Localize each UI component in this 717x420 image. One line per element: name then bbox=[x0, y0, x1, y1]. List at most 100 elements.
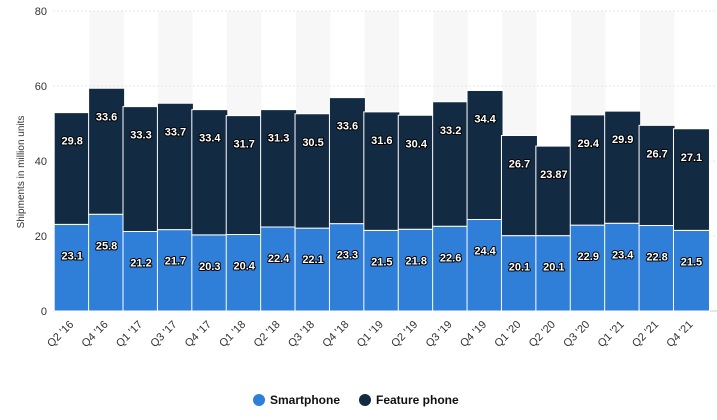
data-label: 33.6 bbox=[96, 111, 117, 123]
bar-feature-phone bbox=[500, 135, 538, 237]
data-label: 22.8 bbox=[646, 252, 667, 264]
data-label: 21.8 bbox=[406, 255, 427, 267]
bar-feature-phone bbox=[225, 115, 263, 235]
data-label: 21.5 bbox=[371, 256, 392, 268]
x-tick-label: Q2 '21 bbox=[630, 319, 661, 350]
data-label: 22.9 bbox=[578, 251, 599, 263]
legend-label[interactable]: Smartphone bbox=[270, 393, 340, 407]
data-label: 21.7 bbox=[165, 256, 186, 268]
bar-smartphone bbox=[260, 226, 298, 312]
y-tick-label: 20 bbox=[35, 231, 47, 243]
data-label: 23.4 bbox=[612, 249, 634, 261]
bar-smartphone bbox=[53, 223, 91, 312]
x-tick-label: Q3 '18 bbox=[286, 319, 317, 350]
bar-smartphone bbox=[328, 223, 366, 312]
data-label: 30.4 bbox=[406, 138, 428, 150]
data-label: 23.3 bbox=[337, 250, 358, 262]
data-label: 29.8 bbox=[61, 136, 82, 148]
data-label: 20.1 bbox=[509, 262, 530, 274]
data-label: 25.8 bbox=[96, 240, 117, 252]
data-label: 31.6 bbox=[371, 135, 392, 147]
data-label: 20.3 bbox=[199, 261, 220, 273]
bar-smartphone bbox=[638, 225, 676, 312]
x-tick-label: Q4 '17 bbox=[183, 319, 214, 350]
x-tick-label: Q1 '19 bbox=[355, 319, 386, 350]
bar-smartphone bbox=[122, 231, 160, 312]
bar-feature-phone bbox=[466, 90, 504, 220]
x-tick-label: Q4 '21 bbox=[664, 319, 695, 350]
y-tick-label: 80 bbox=[35, 6, 47, 18]
bar-smartphone bbox=[88, 213, 126, 312]
bar-smartphone bbox=[363, 229, 401, 312]
bars bbox=[53, 87, 710, 312]
data-label: 27.1 bbox=[681, 152, 702, 164]
bar-feature-phone bbox=[363, 111, 401, 231]
data-label: 34.4 bbox=[474, 114, 496, 126]
x-tick-label: Q1 '18 bbox=[217, 319, 248, 350]
data-label: 29.4 bbox=[578, 138, 600, 150]
bar-smartphone bbox=[466, 219, 504, 312]
data-label: 21.2 bbox=[130, 258, 151, 270]
data-label: 22.6 bbox=[440, 252, 461, 264]
data-label: 21.5 bbox=[681, 256, 702, 268]
data-label: 20.4 bbox=[234, 261, 256, 273]
legend-label[interactable]: Feature phone bbox=[376, 393, 459, 407]
bar-smartphone bbox=[397, 228, 435, 312]
data-label: 29.9 bbox=[612, 134, 633, 146]
data-label: 33.2 bbox=[440, 125, 461, 137]
data-label: 24.4 bbox=[474, 246, 496, 258]
x-tick-label: Q2 '16 bbox=[45, 319, 76, 350]
x-axis: Q2 '16 Q4 '16 Q1 '17 Q3 '17 Q4 '17 Q1 '18 Q2 '… bbox=[45, 319, 695, 350]
bar-smartphone bbox=[294, 227, 332, 312]
bar-feature-phone bbox=[88, 87, 126, 215]
bar-smartphone bbox=[569, 224, 607, 312]
data-label: 22.4 bbox=[268, 253, 290, 265]
x-tick-label: Q4 '19 bbox=[458, 319, 489, 350]
y-tick-label: 40 bbox=[35, 156, 47, 168]
data-label: 26.7 bbox=[646, 148, 667, 160]
bar-feature-phone bbox=[604, 110, 642, 224]
bar-feature-phone bbox=[191, 109, 229, 236]
data-label: 33.6 bbox=[337, 121, 358, 133]
bar-smartphone bbox=[225, 234, 263, 312]
bar-feature-phone bbox=[638, 124, 676, 226]
x-tick-label: Q4 '18 bbox=[320, 319, 351, 350]
data-label: 33.3 bbox=[130, 130, 151, 142]
bar-feature-phone bbox=[397, 114, 435, 230]
bar-smartphone bbox=[604, 222, 642, 312]
bar-smartphone bbox=[672, 229, 710, 312]
bar-smartphone bbox=[191, 234, 229, 312]
x-tick-label: Q1 '21 bbox=[596, 319, 627, 350]
data-label: 31.7 bbox=[234, 139, 255, 151]
data-label: 30.5 bbox=[302, 137, 323, 149]
y-tick-label: 0 bbox=[41, 306, 47, 318]
x-tick-label: Q2 '18 bbox=[252, 319, 283, 350]
legend-marker[interactable] bbox=[359, 394, 371, 406]
bar-feature-phone bbox=[294, 113, 332, 229]
legend-marker[interactable] bbox=[253, 394, 265, 406]
bar-smartphone bbox=[156, 229, 194, 312]
y-tick-label: 60 bbox=[35, 81, 47, 93]
bar-feature-phone bbox=[569, 114, 607, 226]
data-label: 23.1 bbox=[61, 250, 82, 262]
x-tick-label: Q2 '20 bbox=[527, 319, 558, 350]
bar-feature-phone bbox=[53, 112, 91, 225]
bar-feature-phone bbox=[432, 101, 470, 227]
bar-feature-phone bbox=[260, 109, 298, 228]
data-label: 31.3 bbox=[268, 133, 289, 145]
data-label: 22.1 bbox=[302, 254, 323, 266]
data-label: 26.7 bbox=[509, 159, 530, 171]
x-tick-label: Q3 '19 bbox=[424, 319, 455, 350]
legend: Smartphone Feature phone bbox=[253, 393, 459, 407]
y-axis-title: Shipments in million units bbox=[16, 116, 27, 229]
bar-feature-phone bbox=[328, 97, 366, 225]
bar-smartphone bbox=[432, 225, 470, 312]
bar-feature-phone bbox=[156, 102, 194, 231]
bar-feature-phone bbox=[672, 128, 710, 231]
x-tick-label: Q1 '20 bbox=[492, 319, 523, 350]
data-label: 23.87 bbox=[540, 169, 568, 181]
bar-feature-phone bbox=[535, 145, 573, 237]
data-labels: 23.1 29.8 25.8 33.6 21.2 33.3 21.7 33.7 20.3 33.4… bbox=[60, 110, 703, 274]
bar-feature-phone bbox=[122, 106, 160, 232]
